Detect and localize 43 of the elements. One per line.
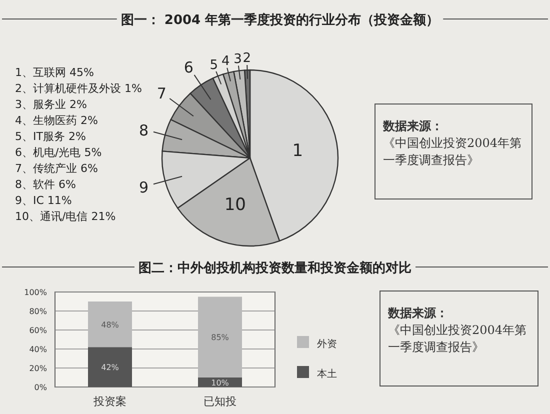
text: 5、IT服务 2% <box>15 130 86 143</box>
data-label: 10% <box>211 378 230 388</box>
source-note: 数据来源： <box>383 118 444 135</box>
text: 10、通讯/电信 21% <box>15 210 116 223</box>
text: 3、服务业 2% <box>15 98 87 111</box>
bar <box>88 347 132 387</box>
y-tick-label: 80% <box>29 307 48 316</box>
source-note: 数据来源： <box>388 305 449 322</box>
slice-label: 4 <box>221 54 230 70</box>
y-tick-label: 0% <box>34 383 48 392</box>
data-label: 42% <box>101 363 120 372</box>
slice-label: 3 <box>234 52 242 67</box>
slice-label: 5 <box>210 58 218 73</box>
x-tick-label: 投资案 <box>92 395 126 408</box>
text: 《中国创业投资2004年第一季度调查报告》 <box>388 322 528 356</box>
y-tick-label: 60% <box>29 326 48 335</box>
slice-label: 2 <box>242 51 252 66</box>
slice-label: 10 <box>224 195 246 216</box>
text: 1、互联网 45% <box>15 66 94 79</box>
y-tick-label: 40% <box>29 345 48 354</box>
slice-label: 1 <box>292 140 304 161</box>
y-tick-label: 100% <box>24 288 48 297</box>
text: 4、生物医药 2% <box>15 114 98 127</box>
chart-title: 图二：中外创投机构投资数量和投资金额的对比 <box>138 260 412 276</box>
text: 《中国创业投资2004年第一季度调查报告》 <box>383 135 523 169</box>
text: 2、计算机硬件及外设 1% <box>15 82 142 95</box>
slice-label: 8 <box>139 121 149 140</box>
slice-label: 9 <box>139 178 149 197</box>
legend-label: 外资 <box>317 338 337 350</box>
y-tick-label: 20% <box>29 364 48 373</box>
slice-label: 7 <box>156 84 166 103</box>
bar <box>88 302 132 348</box>
slice-label: 6 <box>184 58 194 77</box>
data-label: 48% <box>101 320 120 330</box>
text: 8、软件 6% <box>15 178 76 191</box>
legend-label: 本土 <box>317 368 337 380</box>
x-tick-label: 已知投 <box>204 395 236 408</box>
text: 6、机电/光电 5% <box>15 146 102 159</box>
text: 7、传统产业 6% <box>15 162 98 175</box>
bar <box>198 296 242 378</box>
data-label: 85% <box>211 333 230 342</box>
text: 9、IC 11% <box>15 194 72 207</box>
chart-title: 图一： 2004 年第一季度投资的行业分布（投资金额） <box>120 12 440 28</box>
